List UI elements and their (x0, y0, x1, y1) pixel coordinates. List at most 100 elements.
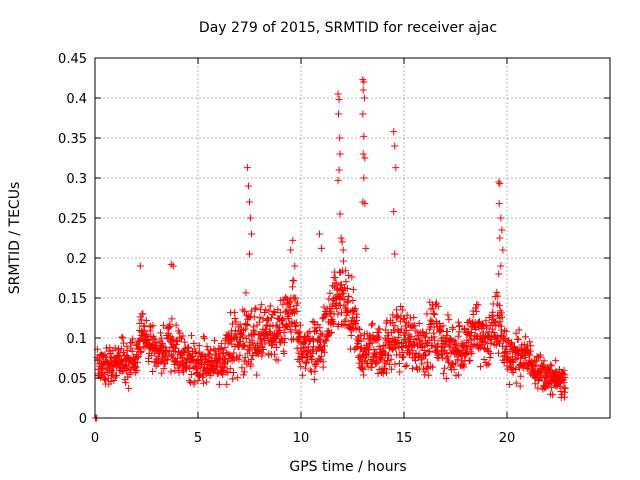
data-point (259, 349, 267, 357)
data-point (274, 356, 282, 364)
data-point (139, 310, 147, 318)
data-point (463, 350, 471, 358)
data-point (158, 369, 166, 377)
data-point (187, 371, 195, 379)
data-point (230, 368, 238, 376)
data-point (468, 329, 476, 337)
data-point (523, 364, 531, 372)
data-point (258, 352, 266, 360)
data-point (250, 313, 258, 321)
data-point (344, 308, 352, 316)
data-point (280, 339, 288, 347)
data-point (262, 325, 270, 333)
data-point (494, 292, 502, 300)
data-point (262, 306, 270, 314)
data-point (288, 283, 296, 291)
data-point (370, 345, 378, 353)
data-point (496, 180, 504, 188)
data-point (221, 343, 229, 351)
data-point (336, 134, 344, 142)
data-point (286, 297, 294, 305)
data-point (248, 336, 256, 344)
data-point (497, 262, 505, 270)
data-point (458, 362, 466, 370)
data-point (294, 299, 302, 307)
data-point (410, 313, 418, 321)
data-point (247, 214, 255, 222)
data-point (222, 368, 230, 376)
data-point (192, 349, 200, 357)
data-point (142, 331, 150, 339)
data-point (376, 325, 384, 333)
data-point (469, 310, 477, 318)
data-point (362, 244, 370, 252)
data-point (495, 270, 503, 278)
data-point (353, 310, 361, 318)
data-point (495, 178, 503, 186)
data-point (399, 315, 407, 323)
data-point (265, 307, 273, 315)
data-point (393, 313, 401, 321)
data-point (534, 384, 542, 392)
data-point (310, 318, 318, 326)
data-point (247, 362, 255, 370)
data-point (328, 302, 336, 310)
data-point (527, 342, 535, 350)
data-point (125, 384, 133, 392)
data-point (450, 336, 458, 344)
data-point (516, 382, 524, 390)
data-point (203, 342, 211, 350)
data-point (452, 359, 460, 367)
data-point (389, 311, 397, 319)
data-point (426, 348, 434, 356)
data-point (384, 334, 392, 342)
data-point (138, 316, 146, 324)
data-point (334, 90, 342, 98)
data-point (312, 362, 320, 370)
data-point (160, 365, 168, 373)
data-point (273, 344, 281, 352)
data-point (142, 317, 150, 325)
data-point (213, 362, 221, 370)
data-point (270, 308, 278, 316)
data-point (321, 342, 329, 350)
data-point (373, 349, 381, 357)
data-point (397, 325, 405, 333)
data-point (235, 356, 243, 364)
data-point (383, 369, 391, 377)
data-point (451, 338, 459, 346)
data-point (311, 368, 319, 376)
data-point (320, 303, 328, 311)
data-point (206, 351, 214, 359)
data-point (319, 363, 327, 371)
data-point (337, 309, 345, 317)
data-point (423, 330, 431, 338)
data-point (359, 150, 367, 158)
data-point (259, 345, 267, 353)
data-point (336, 210, 344, 218)
data-point (494, 349, 502, 357)
data-point (432, 299, 440, 307)
data-point (375, 334, 383, 342)
data-point (496, 234, 504, 242)
data-point (172, 344, 180, 352)
data-point (388, 365, 396, 373)
data-point (326, 329, 334, 337)
data-point (191, 345, 199, 353)
data-point (560, 384, 568, 392)
data-point (359, 110, 367, 118)
data-point (146, 327, 154, 335)
data-point (306, 366, 314, 374)
data-point (267, 314, 275, 322)
data-point (360, 78, 368, 86)
data-point (321, 336, 329, 344)
data-point (439, 322, 447, 330)
data-point (299, 351, 307, 359)
data-point (157, 358, 165, 366)
data-point (231, 308, 239, 316)
data-point (329, 320, 337, 328)
data-point (502, 327, 510, 335)
data-point (280, 329, 288, 337)
data-point (460, 363, 468, 371)
data-point (249, 330, 257, 338)
